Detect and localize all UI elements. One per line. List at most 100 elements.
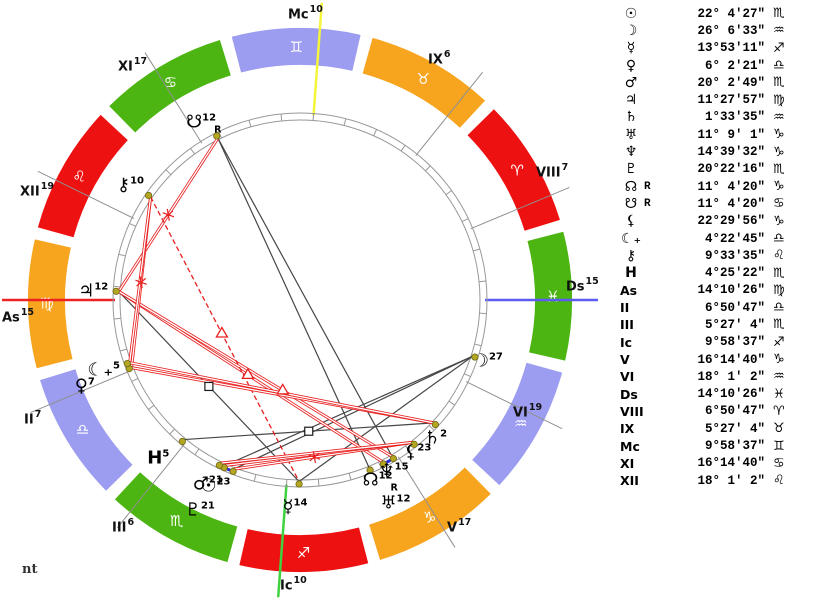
jupiter-icon: ♃ (624, 92, 638, 109)
degree-tick (348, 473, 352, 481)
house-label-VI: VI19 (513, 402, 542, 420)
house-name: Ds (620, 386, 638, 402)
zodiac-sign-icon: ♏ (773, 317, 785, 333)
house-name: III (620, 317, 634, 333)
house-label-XII: XII19 (20, 181, 54, 199)
planet-dot-saturn (431, 420, 440, 429)
house-row-V: V 16°14'40" ♑ (618, 351, 824, 368)
planet-degree: 23 (417, 442, 432, 454)
planet-row-saturn: ♄ 1°33'35" ♒ (618, 109, 824, 126)
sign-arc-virgo (28, 239, 73, 369)
zodiac-sign-icon: ♒ (773, 23, 785, 39)
sign-glyph-scorpio: ♏ (170, 512, 184, 530)
aspect-line-moon-sun (233, 355, 473, 470)
house-row-Ic: Ic 9°58'37" ♐ (618, 334, 824, 351)
planet-label-lilith: ⚸23 (404, 441, 431, 462)
degree-tick (248, 119, 252, 127)
zodiac-sign-icon: ♌ (773, 473, 785, 489)
house-row-VI: VI 18° 1' 2" ♒ (618, 368, 824, 385)
degree-tick (428, 425, 435, 431)
chart-footer-label: nt (22, 562, 38, 577)
sign-arc-taurus (362, 37, 486, 128)
zodiac-sign-icon: ♎ (773, 300, 785, 316)
house-row-Mc: Mc 9°58'37" ♊ (618, 437, 824, 454)
zodiac-sign-icon: ♏ (773, 161, 785, 177)
house-name: Mc (288, 7, 309, 23)
sextile-aspect-icon (309, 452, 320, 462)
degree-tick (113, 285, 121, 288)
hpoint-icon: H (147, 447, 163, 469)
zodiac-sign-icon: ♑ (773, 144, 785, 160)
planet-label-mercury: ☿14 (282, 496, 307, 517)
planet-dot-hpoint (178, 437, 186, 446)
nnode-icon: ☊ (624, 178, 638, 195)
chiron-icon: ⚷ (116, 174, 131, 196)
planet-row-uranus: ♅ 11° 9' 1" ♑ (618, 126, 824, 143)
planet-coordinate: 9°33'35" (697, 248, 765, 263)
saturn-icon: ♄ (624, 109, 638, 126)
venus-icon: ♀ (625, 57, 637, 74)
aspect-line-moon-mercury (298, 355, 473, 482)
planet-row-snode: ☋ R 11° 4'20" ♋ (618, 195, 824, 212)
house-degree: 15 (20, 307, 35, 318)
house-name: Ic (620, 334, 633, 350)
house-degree: 10 (293, 575, 307, 586)
degree-tick (280, 113, 283, 121)
house-row-Ds: Ds 14°10'26" ♓ (618, 386, 824, 403)
planet-row-moon: ☽ 26° 6'33" ♒ (618, 22, 824, 39)
house-cusp-line-XI (144, 52, 203, 144)
planet-row-nnode: ☊ R 11° 4'20" ♑ (618, 178, 824, 195)
house-label-XI: XI17 (118, 56, 148, 74)
planet-label-snode: ☋12R (186, 112, 221, 136)
house-name: V (620, 352, 630, 368)
uranus-icon: ♅ (624, 126, 638, 143)
house-degree: 7 (561, 162, 569, 173)
degree-tick (169, 428, 175, 435)
house-label-IX: IX6 (428, 49, 451, 67)
degree-tick (373, 129, 378, 136)
uranus-icon: ♅ (380, 492, 397, 514)
degree-tick (473, 248, 481, 252)
house-row-VIII: VIII 6°50'47" ♈ (618, 403, 824, 420)
house-cusp-line-XII (37, 170, 135, 219)
sign-arc-aquarius (472, 362, 563, 486)
house-coordinate: 18° 1' 2" (697, 369, 765, 384)
house-degree: 6 (443, 49, 451, 60)
degree-tick (479, 280, 487, 283)
trine-aspect-icon (215, 326, 229, 338)
house-name: VI (620, 369, 635, 385)
house-name: XI (620, 455, 635, 471)
zodiac-sign-icon: ♑ (773, 127, 785, 143)
planet-degree: 12 (396, 493, 411, 505)
sign-glyph-pisces: ♓ (546, 287, 559, 305)
mercury-icon: ☿ (626, 40, 636, 57)
planet-dot-moon (471, 353, 479, 361)
zodiac-sign-icon: ♑ (773, 352, 785, 368)
zodiac-sign-icon: ♍ (773, 92, 785, 108)
sign-glyph-libra: ♎ (76, 421, 89, 439)
house-name: Ic (280, 578, 293, 594)
house-cusp-line-V (397, 456, 456, 548)
aspect-line-snode-nnode (217, 137, 370, 469)
sign-arc-capricorn (368, 467, 491, 560)
planet-label-uranus: ♅12 (380, 492, 410, 513)
house-coordinate: 5°27' 4" (697, 317, 765, 332)
mars-icon: ♂ (624, 74, 638, 91)
house-name: Mc (620, 438, 640, 454)
house-coordinate: 9°58'37" (697, 335, 765, 350)
planet-label-saturn: ♄2 (424, 428, 447, 449)
zodiac-sign-icon: ♎ (773, 231, 785, 246)
planet-coordinate: 22° 4'27" (697, 6, 765, 21)
degree-tick (285, 479, 288, 487)
house-coordinate: 6°50'47" (697, 300, 765, 315)
planet-degree: 12 (378, 470, 393, 482)
neptune-icon: ♆ (624, 144, 638, 161)
zodiac-sign-icon: ♒ (773, 369, 785, 385)
house-coordinate: 9°58'37" (697, 439, 765, 454)
planet-coordinate: 22°29'56" (697, 214, 765, 229)
house-name: Ds (566, 279, 585, 295)
house-degree: 17 (133, 56, 148, 67)
sign-glyph-aries: ♈ (511, 161, 524, 179)
planet-coordinate: 14°39'32" (697, 145, 765, 160)
house-row-As: As 14°10'26" ♍ (618, 282, 824, 299)
